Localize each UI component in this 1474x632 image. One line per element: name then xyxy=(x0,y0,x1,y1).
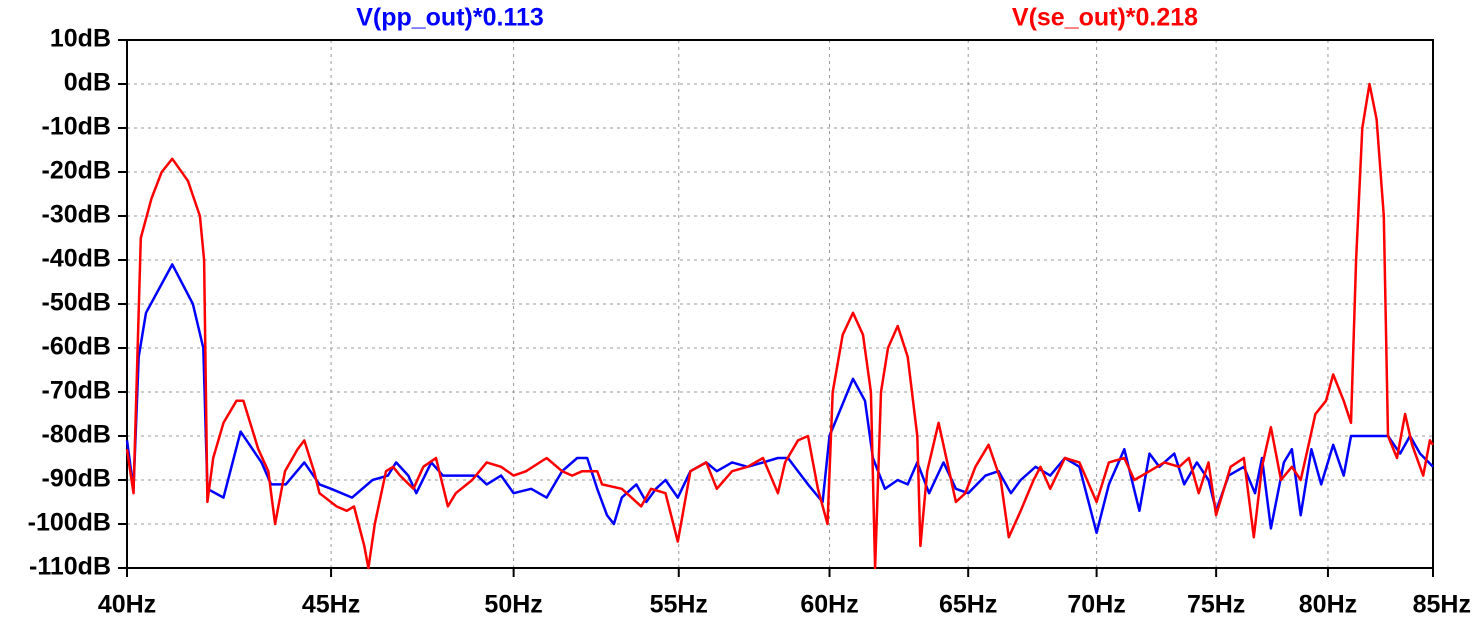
x-tick-label: 75Hz xyxy=(1187,591,1245,619)
series-line xyxy=(125,263,1434,535)
y-tick-label: -110dB xyxy=(29,553,111,581)
x-tick-label: 40Hz xyxy=(98,591,156,619)
series-line xyxy=(125,82,1435,570)
x-tick-label: 80Hz xyxy=(1299,591,1357,619)
x-tick-label: 70Hz xyxy=(1067,591,1125,619)
y-tick-label: -60dB xyxy=(42,333,111,361)
y-tick-label: 0dB xyxy=(64,69,111,97)
legend-entry: V(se_out)*0.218 xyxy=(1012,4,1198,32)
x-tick-label: 65Hz xyxy=(939,591,997,619)
y-tick-label: -90dB xyxy=(42,465,111,493)
y-tick-label: -70dB xyxy=(42,377,111,405)
y-tick-label: -20dB xyxy=(42,157,111,185)
y-tick-label: -50dB xyxy=(42,289,111,317)
x-tick-label: 85Hz xyxy=(1413,591,1471,619)
y-tick-label: -80dB xyxy=(42,421,111,449)
x-tick-label: 50Hz xyxy=(484,591,542,619)
y-tick-label: -30dB xyxy=(42,201,111,229)
y-tick-label: -100dB xyxy=(28,509,111,537)
x-tick-label: 45Hz xyxy=(302,591,360,619)
x-tick-label: 60Hz xyxy=(800,591,858,619)
y-tick-label: -10dB xyxy=(42,113,111,141)
plot-frame xyxy=(126,39,1434,569)
y-tick-label: 10dB xyxy=(50,25,111,53)
x-tick-label: 55Hz xyxy=(650,591,708,619)
y-tick-label: -40dB xyxy=(42,245,111,273)
legend-entry: V(pp_out)*0.113 xyxy=(356,4,544,32)
